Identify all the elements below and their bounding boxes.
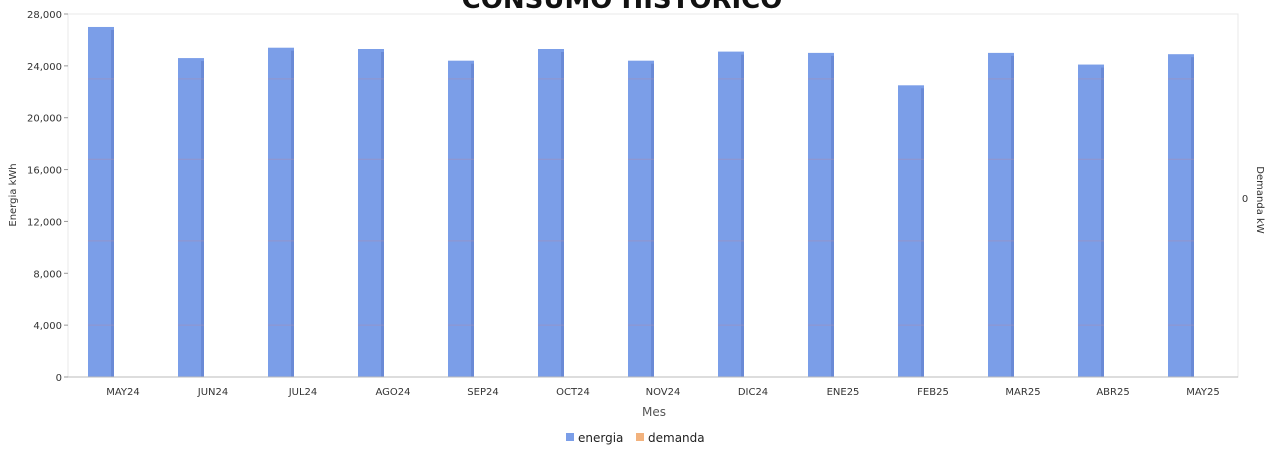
legend-swatch-demanda xyxy=(636,433,644,441)
y-axis-title-right: Demanda kW xyxy=(1254,166,1265,234)
bar-energia-ago24 xyxy=(358,49,384,377)
x-axis-ticks: MAY24 JUN24 JUL24 AGO24 SEP24 OCT24 NOV24 DIC24… xyxy=(106,387,1220,398)
bar-edge-jun24 xyxy=(201,61,204,377)
chart-title: CONSUMO HISTÓRICO xyxy=(462,0,783,15)
y-tick-label: 0 xyxy=(56,373,62,384)
x-tick-label: FEB25 xyxy=(917,387,949,398)
y-tick-label: 24,000 xyxy=(27,62,62,73)
x-tick-label: ABR25 xyxy=(1096,387,1129,398)
x-tick-label: MAR25 xyxy=(1005,387,1040,398)
bar-edge-jul24 xyxy=(291,50,294,377)
x-tick-label: MAY24 xyxy=(106,387,140,398)
bar-edge-abr25 xyxy=(1101,67,1104,377)
bars xyxy=(88,26,1194,378)
bar-energia-mar25 xyxy=(988,52,1014,378)
bar-energia-ene25 xyxy=(808,52,834,378)
bar-energia-jun24 xyxy=(178,58,204,377)
legend: energia demanda xyxy=(566,431,705,445)
y-tick-label: 4,000 xyxy=(33,321,62,332)
legend-label-energia: energia xyxy=(578,431,623,445)
x-tick-label: NOV24 xyxy=(646,387,681,398)
bar-edge-may24 xyxy=(111,29,114,377)
bar-edge-ago24 xyxy=(381,52,384,377)
y-tick-label: 12,000 xyxy=(27,217,62,228)
y-axis-ticks: 0 4,000 8,000 12,000 16,000 20,000 24,000 28,00… xyxy=(27,10,68,384)
x-axis-title: Mes xyxy=(642,405,666,419)
y-tick-label: 8,000 xyxy=(33,269,62,280)
x-tick-label: OCT24 xyxy=(556,387,590,398)
x-tick-label: ENE25 xyxy=(827,387,860,398)
legend-label-demanda: demanda xyxy=(648,431,705,445)
bar-edge-dic24 xyxy=(741,54,744,377)
bar-energia-abr25 xyxy=(1078,64,1104,377)
x-tick-label: DIC24 xyxy=(738,387,768,398)
bar-energia-jul24 xyxy=(268,47,294,377)
bar-energia-sep24 xyxy=(448,60,474,378)
bar-energia-feb25 xyxy=(898,85,924,377)
bar-edge-ene25 xyxy=(831,55,834,378)
bar-energia-oct24 xyxy=(538,49,564,377)
bar-energia-may25 xyxy=(1168,54,1194,378)
x-tick-label: AGO24 xyxy=(375,387,410,398)
x-tick-label: JUL24 xyxy=(288,387,318,398)
x-tick-label: JUN24 xyxy=(197,387,228,398)
y-tick-label: 16,000 xyxy=(27,166,62,177)
y-tick-label: 20,000 xyxy=(27,114,62,125)
bar-energia-nov24 xyxy=(628,60,654,378)
bar-edge-may25 xyxy=(1191,57,1194,378)
x-tick-label: SEP24 xyxy=(467,387,498,398)
y-tick-label: 28,000 xyxy=(27,10,62,21)
legend-swatch-energia xyxy=(566,433,574,441)
x-tick-label: MAY25 xyxy=(1186,387,1220,398)
bar-edge-feb25 xyxy=(921,88,924,377)
y-axis-title: Energia kWh xyxy=(8,163,19,226)
bar-edge-nov24 xyxy=(651,63,654,378)
bar-edge-oct24 xyxy=(561,52,564,377)
bar-energia-may24 xyxy=(88,26,114,377)
bar-edge-mar25 xyxy=(1011,55,1014,378)
bar-energia-dic24 xyxy=(718,51,744,377)
right-axis-tick-label: 0 xyxy=(1242,194,1248,205)
bar-edge-sep24 xyxy=(471,63,474,378)
